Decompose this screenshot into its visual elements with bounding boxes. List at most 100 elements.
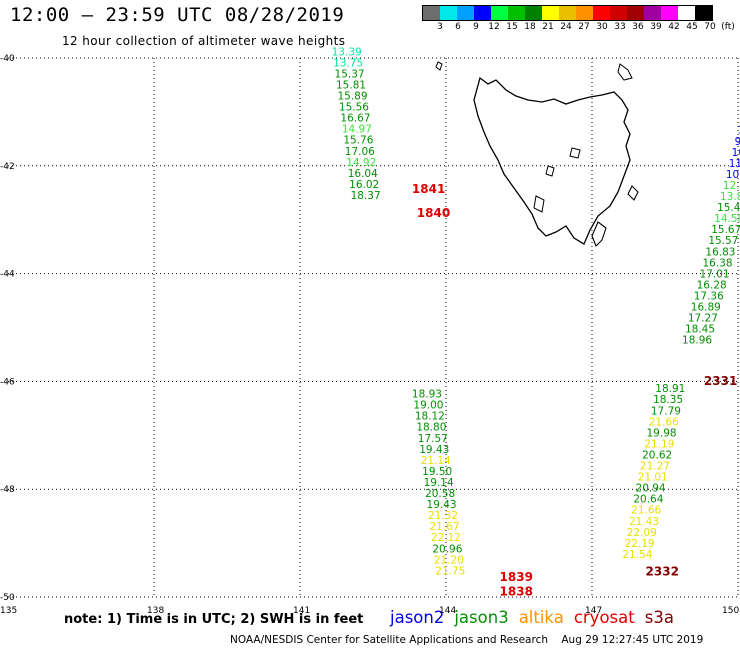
footer-credits: NOAA/NESDIS Center for Satellite Applica…: [230, 634, 703, 646]
pass-number-label: 1841: [412, 182, 445, 196]
wave-height-value: 21.43: [629, 516, 659, 528]
wave-height-value: 16.67: [340, 113, 370, 125]
wave-height-value: 22.19: [625, 538, 655, 550]
color-scale-label: 3: [437, 22, 443, 32]
longitude-label: 150: [722, 606, 739, 616]
latitude-label: -50: [0, 593, 15, 603]
longitude-label: 138: [147, 606, 164, 616]
wave-height-value: 9.8: [735, 136, 740, 148]
color-scale-label: 39: [650, 22, 662, 32]
wave-height-value: 15.56: [339, 102, 369, 114]
color-scale-label: 27: [578, 22, 590, 32]
color-scale-bar: [422, 5, 713, 21]
color-scale-label: 33: [614, 22, 626, 32]
wave-height-value: 18.80: [416, 422, 446, 434]
legend-item-jason3: jason3: [454, 608, 509, 627]
color-scale-label: 9: [473, 22, 479, 32]
wave-height-value: 18.37: [351, 190, 381, 202]
color-swatch: [627, 6, 644, 20]
wave-height-value: 14.97: [342, 124, 372, 136]
color-scale-label: (ft): [721, 22, 735, 32]
wave-height-value: 17.57: [418, 433, 448, 445]
wave-height-value: 10.4: [732, 147, 740, 159]
wave-height-value: 18.93: [412, 389, 442, 401]
longitude-label: 141: [293, 606, 310, 616]
wave-height-value: 19.14: [424, 477, 454, 489]
wave-height-value: 16.89: [691, 302, 721, 314]
color-swatch: [457, 6, 474, 20]
wave-height-value: 12.24: [723, 180, 740, 192]
wave-height-value: 15.89: [337, 91, 367, 103]
wave-height-value: 20.94: [636, 483, 666, 495]
color-scale-label: 42: [668, 22, 680, 32]
color-swatch: [661, 6, 678, 20]
wave-height-value: 19.00: [413, 400, 443, 412]
color-scale-label: 24: [560, 22, 572, 32]
color-scale-label: 45: [686, 22, 698, 32]
color-scale-label: 30: [596, 22, 608, 32]
wave-height-value: 20.96: [432, 543, 462, 555]
flinders-island-fragment: [617, 63, 633, 81]
track-jason3-west-north: 13.3913.7515.3715.8115.8915.5616.6714.97…: [332, 46, 381, 202]
color-swatch: [542, 6, 559, 20]
tasmania-outline: [473, 76, 631, 245]
color-swatch: [491, 6, 508, 20]
wave-height-value: 22.09: [627, 527, 657, 539]
color-swatch: [610, 6, 627, 20]
page-title: 12:00 – 23:59 UTC 08/28/2019: [10, 4, 345, 26]
wave-height-value: 17.36: [694, 290, 724, 302]
track-east-lower: 18.9118.3517.7921.6619.9821.1920.6221.27…: [622, 383, 685, 561]
wave-height-value: 14.58: [714, 213, 740, 225]
wave-height-value: 19.43: [427, 499, 457, 511]
wave-height-value: 13.39: [332, 46, 362, 58]
wave-height-value: 21.66: [649, 416, 679, 428]
altimeter-tracks: 13.3913.7515.3715.8115.8915.5616.6714.97…: [332, 46, 740, 577]
longitude-label: 147: [585, 606, 602, 616]
wave-height-value: 18.91: [655, 383, 685, 395]
color-swatch: [593, 6, 610, 20]
wave-height-value: 14.92: [346, 157, 376, 169]
pass-number-label: 1840: [417, 206, 450, 220]
wave-height-value: 15.81: [336, 79, 366, 91]
pass-number-label: 1839: [500, 570, 533, 584]
legend-item-jason2: jason2: [390, 608, 445, 627]
wave-height-value: 16.04: [348, 168, 378, 180]
pass-number-label: 2331: [704, 374, 737, 388]
color-scale-label: 15: [506, 22, 518, 32]
color-scale-labels: 3 6 9 12 15 18 21 24 27 30 33 36 39 42 45 70 (ft): [422, 22, 740, 34]
king-island-fragment: [435, 61, 443, 71]
legend-item-s3a: s3a: [644, 608, 674, 627]
wave-height-value: 15.57: [708, 235, 738, 247]
wave-height-value: 20.58: [425, 488, 455, 500]
tasmania-coastline: [435, 61, 639, 247]
bruny-island: [591, 221, 607, 247]
lake-1: [569, 147, 581, 159]
maria-island: [627, 185, 639, 201]
wave-height-value: 19.98: [647, 427, 677, 439]
pass-number-label: 2332: [646, 564, 679, 578]
wave-height-value: 21.20: [434, 554, 464, 566]
color-swatch: [644, 6, 661, 20]
latitude-label: -42: [0, 162, 15, 172]
longitude-label: 135: [0, 606, 17, 616]
wave-height-value: 21.54: [622, 549, 652, 561]
wave-height-value: 21.27: [640, 461, 670, 473]
color-scale-label: 70: [704, 22, 716, 32]
latitude-label: -44: [0, 270, 15, 280]
legend-item-cryosat: cryosat: [573, 608, 635, 627]
latitude-label: -46: [0, 377, 15, 387]
wave-height-value: 20.62: [642, 449, 672, 461]
legend-item-altika: altika: [518, 608, 564, 627]
color-scale-label: 36: [632, 22, 644, 32]
lake-2: [545, 165, 555, 177]
wave-height-value: 21.67: [429, 521, 459, 533]
wave-height-value: 22.12: [431, 532, 461, 544]
wave-height-value: 21.01: [638, 472, 668, 484]
wave-height-value: 21.19: [644, 438, 674, 450]
graticule: -40 -42 -44 -46 -48 -50 135 138 141 144 147 150: [0, 54, 739, 616]
wave-height-value: 18.96: [682, 335, 712, 347]
wave-height-value: 15.37: [335, 68, 365, 80]
wave-height-value: 18.45: [685, 324, 715, 336]
